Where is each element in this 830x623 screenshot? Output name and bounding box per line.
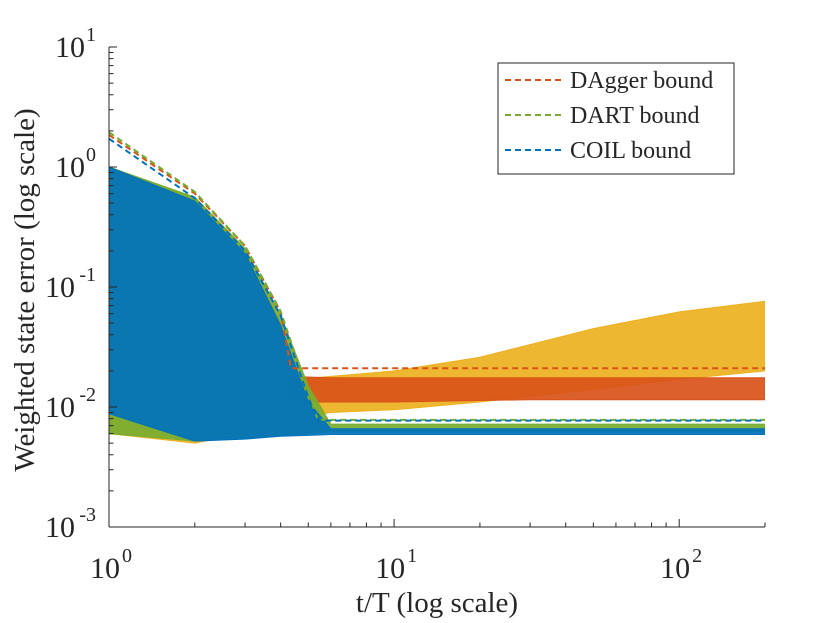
- y-tick-exponent: -3: [79, 504, 96, 526]
- bound-lines: [109, 131, 765, 422]
- x-tick-labels: 10 0 10 1 10 2: [90, 545, 702, 585]
- y-tick-exponent: 1: [86, 24, 96, 46]
- x-tick-exponent: 0: [122, 545, 132, 567]
- legend-label: DAgger bound: [570, 68, 713, 94]
- dagger-bound-line: [109, 134, 765, 370]
- x-tick-base: 10: [90, 552, 120, 585]
- legend-box: [497, 62, 735, 175]
- legend-item-coil-bound: COIL bound: [505, 138, 691, 164]
- x-tick-label: 10 2: [660, 545, 702, 585]
- legend-label: COIL bound: [570, 138, 691, 164]
- dart-bound-line: [109, 131, 765, 421]
- x-tick-exponent: 1: [407, 545, 417, 567]
- legend-label: DART bound: [570, 103, 699, 129]
- y-tick-base: 10: [45, 391, 75, 424]
- y-tick-exponent: -2: [79, 384, 96, 406]
- x-tick-base: 10: [375, 552, 405, 585]
- y-tick-base: 10: [55, 151, 85, 184]
- x-axis-label: t/T (log scale): [356, 587, 518, 619]
- y-tick-base: 10: [45, 271, 75, 304]
- x-tick-base: 10: [660, 552, 690, 585]
- trajectory-bands: [109, 166, 765, 444]
- y-tick-label: -110: [45, 264, 96, 304]
- legend-item-dagger-bound: DAgger bound: [505, 68, 713, 94]
- x-tick-label: 10 1: [375, 545, 417, 585]
- y-tick-base: 10: [55, 31, 85, 64]
- y-tick-exponent: -1: [79, 264, 96, 286]
- y-tick-base: 10: [45, 511, 75, 544]
- x-tick-exponent: 2: [692, 545, 702, 567]
- dagger-trajectories-main-band: [286, 375, 765, 403]
- y-tick-exponent: 0: [86, 144, 96, 166]
- y-tick-label: -210: [45, 384, 96, 424]
- axes: [108, 46, 766, 528]
- x-tick-label: 10 0: [90, 545, 132, 585]
- y-tick-label: 010: [55, 144, 96, 184]
- y-tick-label: 110: [55, 24, 96, 64]
- coil-trajectories-band: [109, 166, 765, 442]
- y-axis-label: Weighted state error (log scale): [9, 108, 41, 471]
- legend: DAgger bound DART bound COIL bound: [497, 62, 735, 175]
- y-tick-label: -310: [45, 504, 96, 544]
- legend-item-dart-bound: DART bound: [505, 103, 699, 129]
